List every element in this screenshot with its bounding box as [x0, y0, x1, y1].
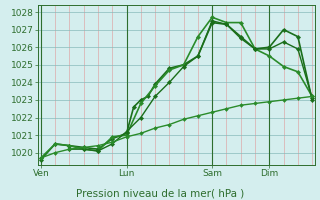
- Text: Pression niveau de la mer( hPa ): Pression niveau de la mer( hPa ): [76, 188, 244, 198]
